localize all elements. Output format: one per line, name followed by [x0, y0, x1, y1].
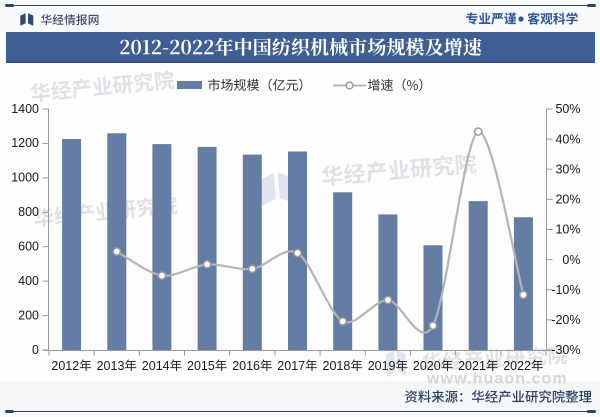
svg-text:30%: 30%	[555, 162, 580, 176]
svg-text:200: 200	[18, 308, 39, 322]
svg-text:-10%: -10%	[551, 283, 580, 297]
svg-text:20%: 20%	[555, 193, 580, 207]
svg-text:1000: 1000	[11, 171, 39, 185]
svg-text:2021: 2021	[458, 359, 486, 373]
svg-text:-20%: -20%	[551, 313, 580, 327]
svg-text:2022: 2022	[503, 359, 531, 373]
svg-text:400: 400	[18, 274, 39, 288]
svg-text:50%: 50%	[555, 102, 580, 116]
svg-text:-30%: -30%	[551, 343, 580, 357]
svg-text:1400: 1400	[11, 102, 39, 116]
svg-text:2015: 2015	[187, 359, 215, 373]
svg-text:2020: 2020	[413, 359, 441, 373]
svg-text:10%: 10%	[555, 223, 580, 237]
svg-text:2019: 2019	[368, 359, 396, 373]
svg-text:800: 800	[18, 205, 39, 219]
svg-text:2017: 2017	[277, 359, 305, 373]
svg-text:0%: 0%	[562, 253, 580, 267]
svg-text:1200: 1200	[11, 136, 39, 150]
svg-text:2013: 2013	[97, 359, 125, 373]
svg-text:2014: 2014	[142, 359, 170, 373]
svg-text:2016: 2016	[232, 359, 260, 373]
svg-text:2012: 2012	[51, 359, 79, 373]
svg-text:0: 0	[32, 343, 39, 357]
svg-text:www.huaon.com: www.huaon.com	[426, 371, 568, 388]
svg-text:2018: 2018	[323, 359, 351, 373]
svg-text:600: 600	[18, 240, 39, 254]
svg-text:40%: 40%	[555, 132, 580, 146]
